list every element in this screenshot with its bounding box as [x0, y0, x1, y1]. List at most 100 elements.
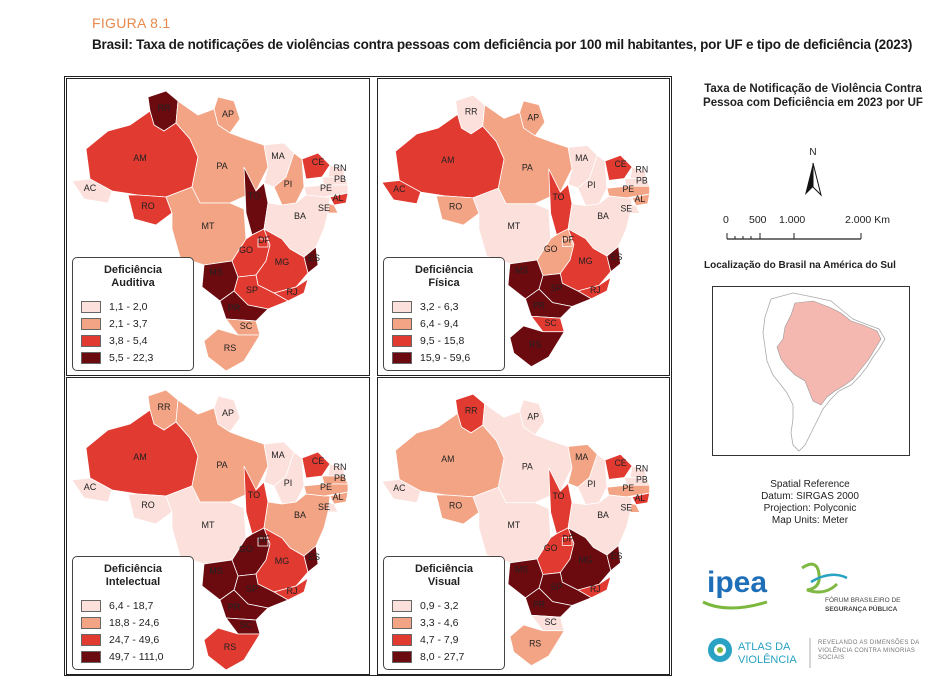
state-label-pe: PE	[622, 483, 634, 493]
state-ce	[301, 451, 331, 479]
legend-swatch	[81, 650, 101, 663]
state-label-pi: PI	[284, 478, 293, 488]
state-label-go: GO	[544, 543, 558, 553]
state-label-pe: PE	[320, 482, 332, 492]
legend-item: 24,7 - 49,6	[81, 631, 185, 648]
state-label-rn: RN	[334, 163, 347, 173]
legend-title: Deficiência Visual	[414, 563, 474, 588]
legend-label: 15,9 - 59,6	[420, 351, 471, 364]
state-label-mg: MG	[275, 257, 290, 267]
state-label-ro: RO	[449, 501, 462, 511]
legend-swatch	[81, 616, 101, 629]
state-label-df: DF	[562, 235, 574, 245]
legend-swatch	[392, 351, 412, 364]
legend-item: 3,8 - 5,4	[81, 332, 185, 349]
legend-label: 3,8 - 5,4	[109, 334, 148, 347]
legend-title: Deficiência Intelectual	[103, 563, 163, 588]
inset-south-america-map	[712, 286, 910, 456]
figure-title: Brasil: Taxa de notificações de violênci…	[92, 37, 913, 52]
state-label-mt: MT	[202, 520, 215, 530]
side-title: Taxa de Notificação de Violência Contra …	[703, 83, 923, 109]
state-ce	[604, 453, 633, 480]
state-label-ac: AC	[393, 483, 405, 493]
legend-swatch	[392, 633, 412, 646]
state-ac	[71, 178, 113, 204]
spatial-line-1: Spatial Reference	[770, 479, 850, 490]
legend-fisica: Deficiência Física 3,2 - 6,3 6,4 - 9,4 9,5 -…	[383, 257, 505, 371]
state-label-rn: RN	[636, 165, 649, 175]
legend-item: 6,4 - 9,4	[392, 315, 496, 332]
state-label-ce: CE	[614, 159, 626, 169]
state-label-mg: MG	[579, 256, 593, 266]
state-label-ba: BA	[294, 510, 306, 520]
legend-item: 18,8 - 24,6	[81, 614, 185, 631]
state-label-rr: RR	[158, 402, 171, 412]
legend-label: 0,9 - 3,2	[420, 599, 459, 612]
state-label-pe: PE	[320, 183, 332, 193]
state-label-to: TO	[248, 191, 260, 201]
legend-auditiva: Deficiência Auditiva 1,1 - 2,0 2,1 - 3,7 3,8…	[72, 257, 194, 371]
state-label-rr: RR	[465, 106, 478, 116]
legend-swatch	[81, 317, 101, 330]
legend-item: 6,4 - 18,7	[81, 597, 185, 614]
state-es	[606, 245, 621, 273]
state-label-se: SE	[620, 203, 632, 213]
legend-swatch	[81, 300, 101, 313]
state-es	[303, 545, 319, 573]
svg-text:ATLAS DA: ATLAS DA	[738, 641, 791, 653]
legend-label: 18,8 - 24,6	[109, 616, 160, 629]
ipea-logo: ipea	[702, 566, 768, 610]
state-label-ma: MA	[575, 153, 588, 163]
atlas-logo: ATLAS DA VIOLÊNCIA	[708, 638, 811, 668]
legend-item: 3,2 - 6,3	[392, 298, 496, 315]
state-label-ms: MS	[209, 566, 223, 576]
state-label-ms: MS	[515, 565, 528, 575]
state-label-go: GO	[544, 244, 558, 254]
svg-text:VIOLÊNCIA: VIOLÊNCIA	[738, 653, 797, 666]
state-label-ma: MA	[575, 452, 588, 462]
scale-label-0: 0	[723, 214, 729, 226]
svg-text:SEGURANÇA PÚBLICA: SEGURANÇA PÚBLICA	[825, 604, 898, 613]
state-label-es: ES	[611, 252, 623, 262]
state-label-pr: PR	[228, 303, 241, 313]
state-label-ms: MS	[515, 266, 528, 276]
state-label-am: AM	[441, 155, 454, 165]
state-label-ms: MS	[209, 267, 223, 277]
scale-label-2000: 2.000 Km	[845, 214, 890, 226]
state-label-se: SE	[318, 203, 330, 213]
legend-title: Deficiência Física	[414, 264, 474, 289]
state-label-ce: CE	[312, 456, 325, 466]
state-label-mg: MG	[579, 555, 593, 565]
figure-label: FIGURA 8.1	[92, 15, 171, 31]
state-label-mt: MT	[202, 221, 215, 231]
state-df	[257, 238, 269, 248]
state-label-al: AL	[635, 493, 646, 503]
scale-label-500: 500	[749, 214, 767, 226]
state-label-rs: RS	[224, 642, 237, 652]
state-label-go: GO	[239, 245, 253, 255]
svg-text:FÓRUM BRASILEIRO DE: FÓRUM BRASILEIRO DE	[825, 595, 901, 604]
state-label-df: DF	[258, 534, 270, 544]
legend-item: 1,1 - 2,0	[81, 298, 185, 315]
legend-label: 1,1 - 2,0	[109, 300, 148, 313]
state-label-pa: PA	[522, 163, 533, 173]
legend-item: 49,7 - 111,0	[81, 648, 185, 665]
legend-swatch	[392, 334, 412, 347]
state-label-pi: PI	[284, 179, 293, 189]
legend-visual: Deficiência Visual 0,9 - 3,2 3,3 - 4,6 4,7 -…	[383, 556, 505, 670]
legend-item: 4,7 - 7,9	[392, 631, 496, 648]
fbsp-logo: FÓRUM BRASILEIRO DE SEGURANÇA PÚBLICA	[801, 562, 901, 613]
scale-label-1000: 1.000	[779, 214, 806, 226]
state-label-ba: BA	[597, 211, 609, 221]
legend-item: 5,5 - 22,3	[81, 349, 185, 366]
inset-title: Localização do Brasil na América do Sul	[704, 260, 896, 271]
map-panel-intelectual: RR AP AM PA AC RO MT TO MA PI CE RN PB PE AL SE BA GO DF MG…	[66, 377, 370, 675]
state-label-sp: SP	[551, 582, 563, 592]
state-label-ap: AP	[527, 112, 539, 122]
state-label-pe: PE	[622, 184, 634, 194]
spatial-line-4: Map Units: Meter	[771, 515, 849, 526]
state-label-ap: AP	[527, 411, 539, 421]
legend-label: 2,1 - 3,7	[109, 317, 148, 330]
